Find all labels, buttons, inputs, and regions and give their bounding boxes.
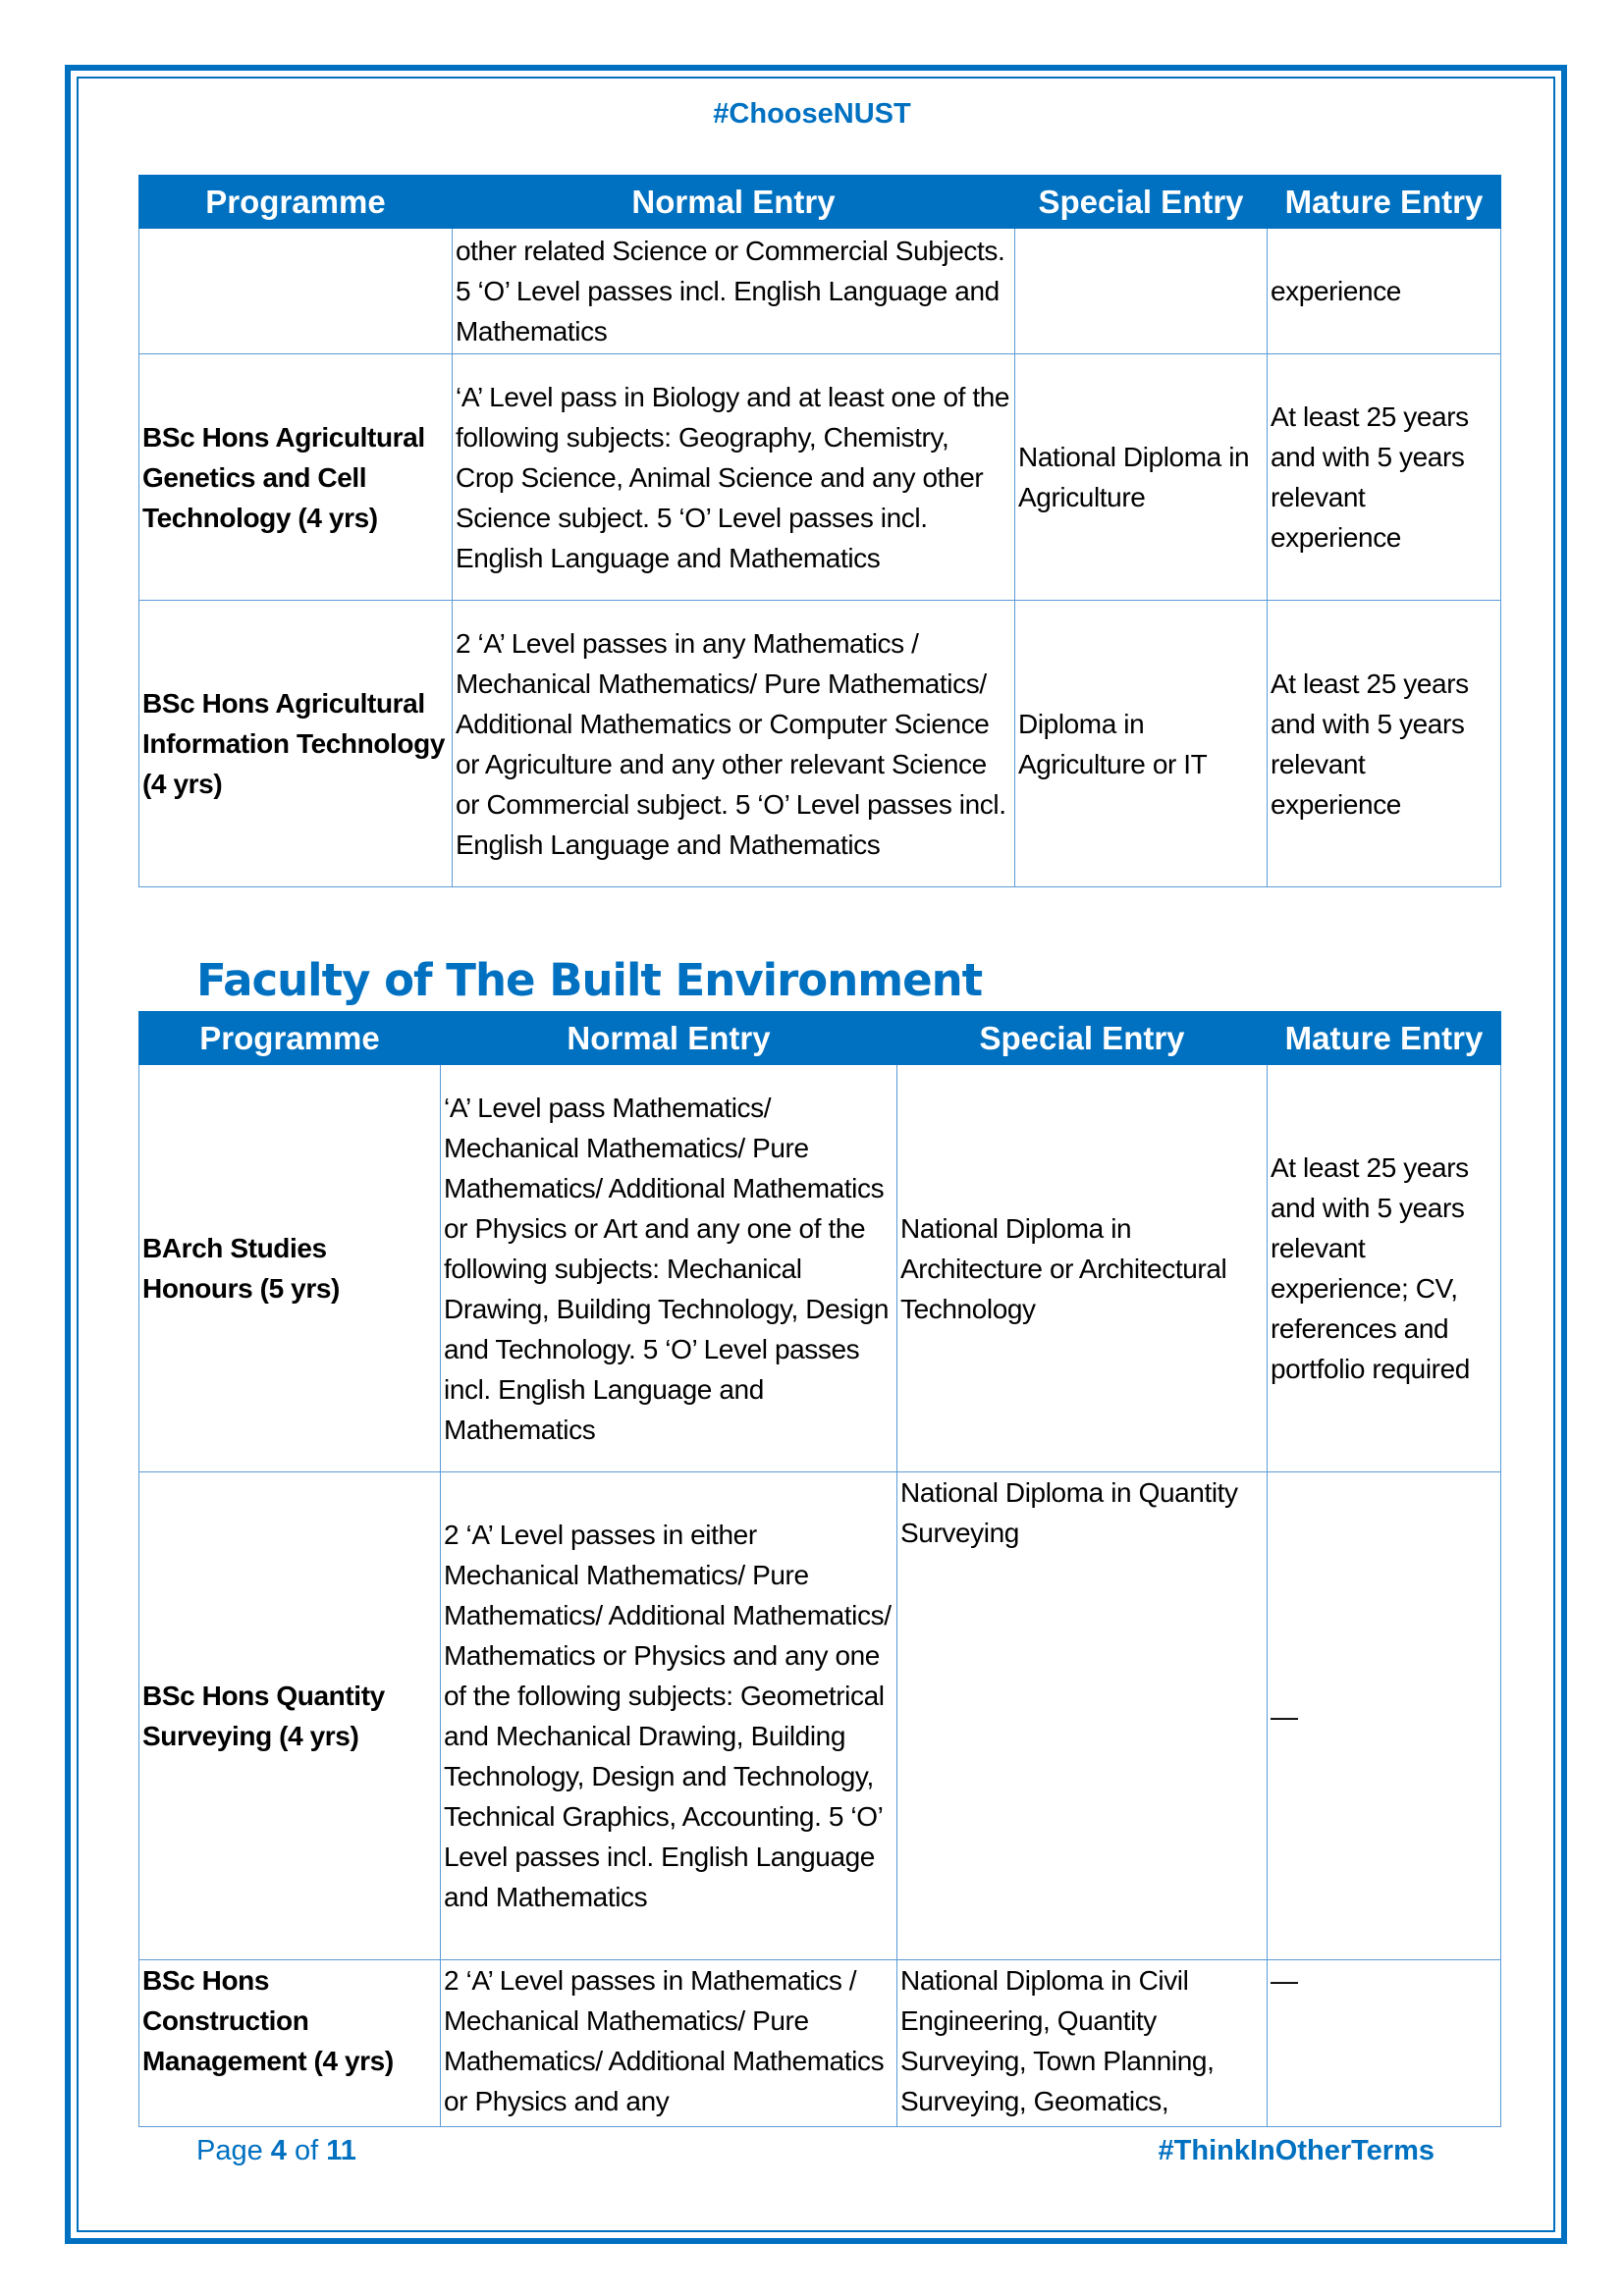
programme-cell	[138, 228, 453, 354]
table-row: BSc Hons Agricultural Genetics and Cell …	[138, 353, 1501, 601]
page-of: of	[295, 2135, 319, 2166]
page-current: 4	[270, 2135, 287, 2166]
entry-table-built-environment: Programme Normal Entry Special Entry Mat…	[138, 1011, 1501, 2127]
footer-hashtag: #ThinkInOtherTerms	[1158, 2135, 1435, 2166]
special-entry-cell: National Diploma in Quantity Surveying	[896, 1471, 1268, 1960]
mature-entry-cell: At least 25 years and with 5 years relev…	[1267, 353, 1501, 601]
programme-cell: BSc Hons Agricultural Information Techno…	[138, 600, 453, 887]
table-row: BSc Hons Construction Management (4 yrs)…	[138, 1959, 1501, 2127]
programme-cell: BArch Studies Honours (5 yrs)	[138, 1064, 441, 1472]
column-header-programme: Programme	[138, 175, 453, 229]
normal-entry-cell: ‘A’ Level pass in Biology and at least o…	[452, 353, 1015, 601]
header-hashtag: #ChooseNUST	[713, 98, 911, 130]
special-entry-cell: National Diploma in Agriculture	[1014, 353, 1268, 601]
normal-entry-cell: 2 ‘A’ Level passes in Mathematics / Mech…	[440, 1959, 897, 2127]
programme-cell: BSc Hons Quantity Surveying (4 yrs)	[138, 1471, 441, 1960]
mature-entry-cell: At least 25 years and with 5 years relev…	[1267, 1064, 1501, 1472]
mature-entry-cell: At least 25 years and with 5 years relev…	[1267, 600, 1501, 887]
normal-entry-cell: other related Science or Commercial Subj…	[452, 228, 1015, 354]
column-header-programme: Programme	[138, 1011, 441, 1065]
column-header-special: Special Entry	[1014, 175, 1268, 229]
programme-cell: BSc Hons Construction Management (4 yrs)	[138, 1959, 441, 2127]
mature-entry-cell: experience	[1267, 228, 1501, 354]
column-header-mature: Mature Entry	[1267, 175, 1501, 229]
table-row: BSc Hons Agricultural Information Techno…	[138, 600, 1501, 887]
column-header-special: Special Entry	[896, 1011, 1268, 1065]
special-entry-cell: National Diploma in Civil Engineering, Q…	[896, 1959, 1268, 2127]
page-prefix: Page	[196, 2135, 263, 2166]
special-entry-cell: Diploma in Agriculture or IT	[1014, 600, 1268, 887]
page-number: Page 4 of 11	[196, 2135, 356, 2167]
normal-entry-cell: ‘A’ Level pass Mathematics/ Mechanical M…	[440, 1064, 897, 1472]
column-header-mature: Mature Entry	[1267, 1011, 1501, 1065]
page-border-outer	[65, 65, 1567, 2244]
entry-table-agriculture: Programme Normal Entry Special Entry Mat…	[138, 175, 1501, 887]
table-header-row: Programme Normal Entry Special Entry Mat…	[138, 175, 1501, 229]
table-row: other related Science or Commercial Subj…	[138, 228, 1501, 354]
column-header-normal: Normal Entry	[452, 175, 1015, 229]
mature-entry-cell: —	[1267, 1959, 1501, 2127]
table-header-row: Programme Normal Entry Special Entry Mat…	[138, 1011, 1501, 1065]
special-entry-cell	[1014, 228, 1268, 354]
programme-cell: BSc Hons Agricultural Genetics and Cell …	[138, 353, 453, 601]
special-entry-cell: National Diploma in Architecture or Arch…	[896, 1064, 1268, 1472]
page-total: 11	[326, 2135, 356, 2166]
page-border-inner	[77, 77, 1555, 2232]
normal-entry-cell: 2 ‘A’ Level passes in any Mathematics / …	[452, 600, 1015, 887]
faculty-heading: Faculty of The Built Environment	[196, 954, 983, 1006]
table-row: BSc Hons Quantity Surveying (4 yrs) 2 ‘A…	[138, 1471, 1501, 1960]
column-header-normal: Normal Entry	[440, 1011, 897, 1065]
mature-entry-cell: —	[1267, 1471, 1501, 1960]
normal-entry-cell: 2 ‘A’ Level passes in either Mechanical …	[440, 1471, 897, 1960]
table-row: BArch Studies Honours (5 yrs) ‘A’ Level …	[138, 1064, 1501, 1472]
